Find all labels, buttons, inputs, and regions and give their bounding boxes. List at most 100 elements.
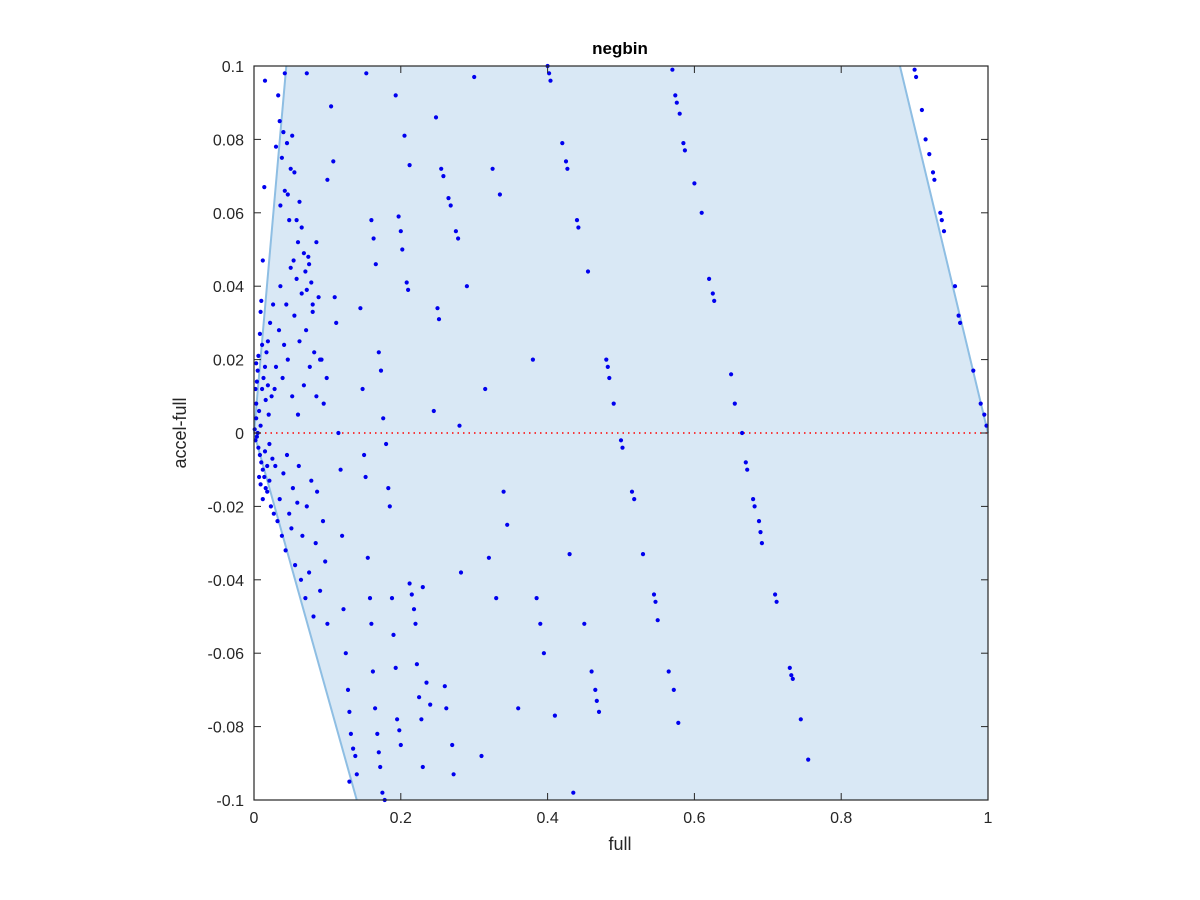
data-point [596, 709, 602, 715]
data-point [538, 621, 543, 626]
data-point [670, 67, 675, 72]
data-point [758, 530, 763, 535]
data-point [439, 166, 444, 171]
data-point [914, 74, 919, 80]
data-point [254, 361, 259, 366]
data-point [273, 364, 279, 369]
data-point [353, 753, 358, 759]
data-point [729, 372, 734, 377]
data-point [304, 328, 309, 333]
data-point [806, 757, 811, 762]
data-point [938, 210, 943, 215]
data-point [275, 519, 280, 524]
x-tick-label: 0.6 [683, 810, 705, 827]
data-point [283, 548, 288, 553]
data-point [290, 394, 295, 399]
data-point [340, 533, 345, 538]
data-point [292, 313, 297, 318]
data-point [501, 489, 506, 494]
x-axis-label: full [608, 834, 631, 854]
data-point [282, 342, 287, 347]
data-point [265, 383, 270, 388]
data-point [436, 317, 442, 322]
data-point [296, 463, 301, 469]
data-point [376, 750, 381, 755]
data-point [261, 375, 266, 381]
data-point [456, 236, 461, 241]
data-point [309, 280, 314, 285]
data-point [254, 434, 259, 439]
data-point [282, 71, 287, 76]
data-point [297, 339, 302, 344]
data-point [441, 174, 446, 179]
data-point [364, 71, 369, 76]
data-point [293, 563, 298, 568]
data-point [407, 581, 412, 586]
y-tick-label: -0.04 [208, 573, 245, 590]
data-point [486, 555, 491, 560]
data-point [743, 460, 748, 465]
data-point [258, 482, 263, 487]
data-point [398, 742, 403, 748]
data-point [321, 401, 326, 406]
data-point [629, 489, 635, 494]
data-point [941, 229, 947, 234]
data-point [548, 78, 553, 83]
data-point [276, 93, 281, 98]
data-point [453, 229, 458, 234]
data-point [295, 500, 300, 505]
data-point [267, 478, 272, 483]
data-point [367, 596, 373, 601]
data-point [276, 328, 282, 333]
data-point [530, 357, 536, 362]
data-point [681, 141, 686, 146]
data-point [759, 541, 765, 546]
data-point [260, 342, 265, 347]
x-tick-label: 0.8 [830, 810, 852, 827]
data-point [653, 599, 658, 604]
data-point [607, 375, 612, 381]
data-point [391, 632, 396, 638]
data-point [314, 240, 319, 245]
data-point [324, 375, 329, 381]
data-point [632, 497, 637, 502]
data-point [692, 181, 697, 186]
data-point [267, 441, 272, 447]
data-point [290, 486, 295, 491]
data-point [409, 592, 414, 597]
data-point [284, 141, 290, 146]
data-point [318, 357, 323, 362]
data-point [373, 262, 378, 267]
data-point [262, 474, 267, 480]
data-point [345, 687, 351, 693]
data-point [923, 137, 928, 142]
data-point [320, 519, 326, 524]
data-point [563, 159, 569, 164]
data-point [294, 218, 299, 223]
data-point [375, 731, 380, 737]
data-point [431, 408, 436, 414]
y-axis-ticks: -0.1 -0.08 -0.06 -0.04 -0.02 0 0.02 0.04 0.06 0.0… [208, 59, 988, 810]
data-point [640, 552, 646, 557]
x-tick-label: 0 [250, 810, 259, 827]
data-point [582, 621, 587, 626]
data-point [299, 225, 304, 230]
data-point [419, 717, 424, 722]
plot-area [252, 63, 989, 803]
data-point [354, 772, 359, 777]
data-point [442, 684, 447, 689]
data-point [932, 177, 937, 182]
data-point [298, 577, 304, 582]
data-point [740, 430, 745, 436]
data-point [325, 177, 330, 182]
data-point [752, 504, 757, 509]
data-point [958, 320, 963, 325]
data-point [257, 408, 262, 414]
data-point [479, 753, 484, 759]
data-point [406, 287, 411, 292]
y-tick-label: 0.02 [213, 353, 244, 370]
data-point [433, 115, 439, 120]
data-point [290, 133, 295, 138]
data-point [387, 504, 392, 509]
data-point [332, 295, 337, 300]
